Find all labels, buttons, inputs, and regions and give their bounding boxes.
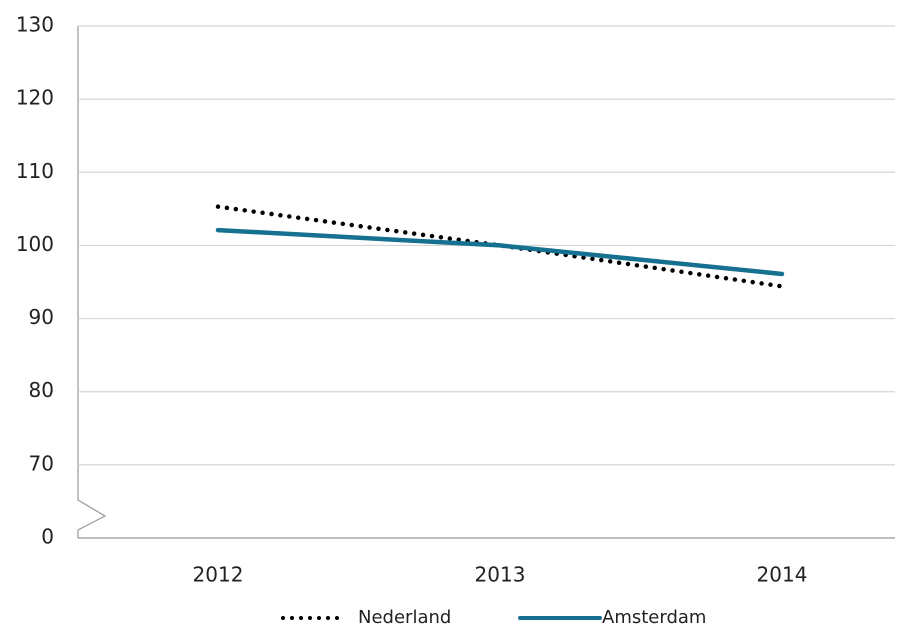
- line-series: [215, 227, 785, 277]
- legend-label: Nederland: [358, 607, 451, 626]
- x-tick-label: 2012: [193, 563, 244, 587]
- y-axis: [77, 26, 107, 538]
- y-tick-label: 70: [29, 451, 54, 475]
- y-tick-label: 100: [16, 232, 54, 256]
- x-tick-label: 2013: [475, 563, 526, 587]
- x-tick-label: 2014: [757, 563, 808, 587]
- legend-label: Amsterdam: [602, 607, 706, 626]
- y-tick-label: 110: [16, 159, 54, 183]
- y-tick-label: 80: [29, 378, 54, 402]
- y-tick-label: 120: [16, 86, 54, 110]
- y-tick-label: 0: [41, 525, 54, 549]
- y-tick-label: 130: [16, 13, 54, 37]
- y-tick-label: 90: [29, 305, 54, 329]
